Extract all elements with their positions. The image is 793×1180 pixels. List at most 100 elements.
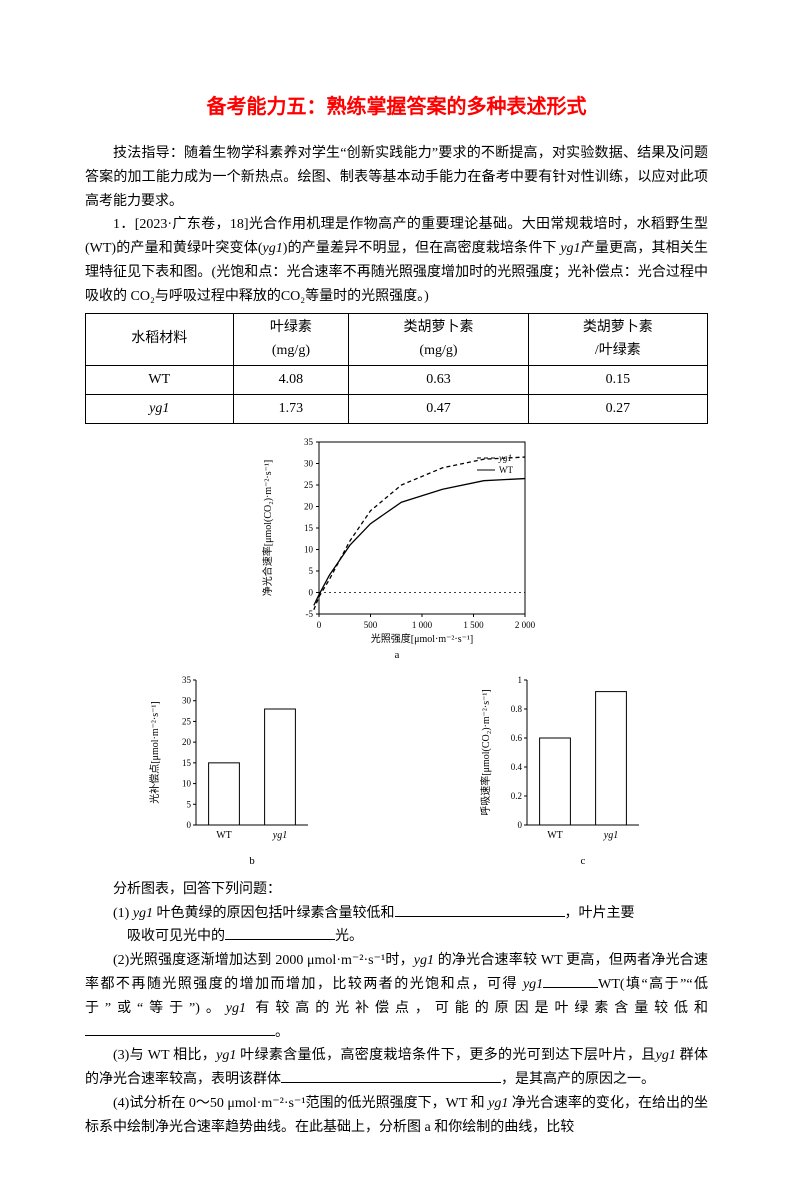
q1-text-b: )的产量差异不明显，但在高密度栽培条件下 xyxy=(283,241,557,256)
svg-text:30: 30 xyxy=(304,458,314,468)
yg1-italic-5: yg1 xyxy=(523,977,543,992)
svg-text:-5: -5 xyxy=(305,609,313,619)
svg-text:WT: WT xyxy=(547,830,563,841)
q1-2-d: 有较高的光补偿点，可能的原因是叶绿素含量较低和 xyxy=(246,1001,708,1016)
svg-text:10: 10 xyxy=(182,778,192,788)
svg-text:0.8: 0.8 xyxy=(511,704,523,714)
col-chlorophyll: 叶绿素 (mg/g) xyxy=(233,313,349,366)
svg-text:WT: WT xyxy=(216,830,232,841)
blank-input[interactable] xyxy=(85,1021,275,1036)
svg-text:500: 500 xyxy=(363,620,377,630)
svg-text:25: 25 xyxy=(304,480,314,490)
cell-yg1-chl: 1.73 xyxy=(233,394,349,423)
figure-bc-row: 05101520253035WTyg1光补偿点[μmol·m⁻²·s⁻¹]b 0… xyxy=(85,670,708,870)
analysis-lead: 分析图表，回答下列问题： xyxy=(85,878,708,902)
svg-text:15: 15 xyxy=(182,758,192,768)
col2-a: 类胡萝卜素 xyxy=(403,320,473,335)
figure-a-wrap: -50510152025303505001 0001 5002 000yg1WT… xyxy=(85,432,708,662)
svg-text:1 000: 1 000 xyxy=(411,620,432,630)
col-carotenoid: 类胡萝卜素 (mg/g) xyxy=(349,313,528,366)
q1-4-a: (4)试分析在 0～50 μmol·m⁻²·s⁻¹范围的低光照强度下，WT 和 xyxy=(113,1096,488,1111)
q1-2-e: 。 xyxy=(275,1025,289,1040)
intro-paragraph: 技法指导：随着生物学科素养对学生“创新实践能力”要求的不断提高，对实验数据、结果… xyxy=(85,142,708,213)
col1-a: 叶绿素 xyxy=(270,320,312,335)
col3-a: 类胡萝卜素 xyxy=(583,320,653,335)
svg-text:yg1: yg1 xyxy=(603,830,618,841)
q1-1-e: 光。 xyxy=(335,929,363,944)
q1-2-a: (2)光照强度逐渐增加达到 2000 μmol·m⁻²·s⁻¹时， xyxy=(113,953,414,968)
svg-text:2 000: 2 000 xyxy=(514,620,535,630)
yg1-italic-7: yg1 xyxy=(216,1048,236,1063)
table-header-row: 水稻材料 叶绿素 (mg/g) 类胡萝卜素 (mg/g) 类胡萝卜素 /叶绿素 xyxy=(86,313,708,366)
data-table: 水稻材料 叶绿素 (mg/g) 类胡萝卜素 (mg/g) 类胡萝卜素 /叶绿素 … xyxy=(85,313,708,424)
cell-yg1-ratio: 0.27 xyxy=(528,394,707,423)
q1-2: (2)光照强度逐渐增加达到 2000 μmol·m⁻²·s⁻¹时，yg1 的净光… xyxy=(85,949,708,1044)
yg1-italic-8: yg1 xyxy=(656,1048,676,1063)
yg1-italic-6: yg1 xyxy=(226,1001,246,1016)
q1-1-line2: 吸收可见光中的 光。 xyxy=(85,925,708,949)
q1-1: (1) yg1 叶色黄绿的原因包括叶绿素含量较低和 ，叶片主要 xyxy=(85,902,708,926)
q1-1-a: (1) xyxy=(113,906,133,921)
svg-text:0: 0 xyxy=(308,587,313,597)
yg1-italic-2: yg1 xyxy=(560,241,580,256)
svg-text:1: 1 xyxy=(518,675,523,685)
yg1-italic-9: yg1 xyxy=(488,1096,508,1111)
svg-text:yg1: yg1 xyxy=(498,453,512,463)
q1-3-d: ，是其高产的原因之一。 xyxy=(501,1072,655,1087)
svg-text:0.6: 0.6 xyxy=(511,733,523,743)
q1-3: (3)与 WT 相比，yg1 叶绿素含量低，高密度栽培条件下，更多的光可到达下层… xyxy=(85,1044,708,1092)
q1-3-b: 叶绿素含量低，高密度栽培条件下，更多的光可到达下层叶片，且 xyxy=(236,1048,655,1063)
blank-input[interactable] xyxy=(395,902,565,917)
svg-text:1 500: 1 500 xyxy=(463,620,484,630)
col-material: 水稻材料 xyxy=(86,313,234,366)
cell-wt-car: 0.63 xyxy=(349,366,528,395)
svg-text:35: 35 xyxy=(304,437,314,447)
q1-1-d: 吸收可见光中的 xyxy=(127,929,225,944)
svg-text:b: b xyxy=(249,855,255,867)
svg-text:呼吸速率[μmol(CO₂)·m⁻²·s⁻¹]: 呼吸速率[μmol(CO₂)·m⁻²·s⁻¹] xyxy=(479,689,492,816)
svg-text:10: 10 xyxy=(304,544,314,554)
svg-text:净光合速率[μmol(CO₂)·m⁻²·s⁻¹]: 净光合速率[μmol(CO₂)·m⁻²·s⁻¹] xyxy=(261,460,274,597)
q1-3-a: (3)与 WT 相比， xyxy=(113,1048,216,1063)
col3-b: /叶绿素 xyxy=(595,343,641,358)
table-row: WT 4.08 0.63 0.15 xyxy=(86,366,708,395)
svg-text:a: a xyxy=(394,649,399,661)
svg-text:5: 5 xyxy=(186,799,191,809)
question-stem: 1．[2023·广东卷，18]光合作用机理是作物高产的重要理论基础。大田常规栽培… xyxy=(85,213,708,308)
col2-b: (mg/g) xyxy=(419,343,457,358)
q1-1-b: 叶色黄绿的原因包括叶绿素含量较低和 xyxy=(153,906,395,921)
cell-wt-chl: 4.08 xyxy=(233,366,349,395)
cell-wt-ratio: 0.15 xyxy=(528,366,707,395)
svg-text:0: 0 xyxy=(518,820,523,830)
svg-text:WT: WT xyxy=(499,465,513,475)
q1-4: (4)试分析在 0～50 μmol·m⁻²·s⁻¹范围的低光照强度下，WT 和 … xyxy=(85,1092,708,1140)
cell-wt-name: WT xyxy=(86,366,234,395)
yg1-italic-1: yg1 xyxy=(263,241,283,256)
svg-text:5: 5 xyxy=(308,566,313,576)
q1-1-c: ，叶片主要 xyxy=(565,906,635,921)
yg1-italic-4: yg1 xyxy=(414,953,434,968)
svg-text:0: 0 xyxy=(186,820,191,830)
svg-text:15: 15 xyxy=(304,523,314,533)
table-row: yg1 1.73 0.47 0.27 xyxy=(86,394,708,423)
yg1-italic-3: yg1 xyxy=(133,906,153,921)
chart-a: -50510152025303505001 0001 5002 000yg1WT… xyxy=(257,432,537,662)
svg-text:25: 25 xyxy=(182,716,192,726)
blank-input[interactable] xyxy=(281,1068,501,1083)
cell-yg1-name: yg1 xyxy=(86,394,234,423)
svg-text:0: 0 xyxy=(316,620,321,630)
cell-yg1-car: 0.47 xyxy=(349,394,528,423)
col1-b: (mg/g) xyxy=(272,343,310,358)
chart-c: 0 0.2 0.4 0.6 0.8 1 WT yg1 呼吸速率[μmol(CO₂)·m⁻²·s⁻… xyxy=(477,670,647,870)
svg-text:20: 20 xyxy=(182,737,192,747)
blank-input[interactable] xyxy=(225,925,335,940)
svg-text:c: c xyxy=(581,855,586,867)
blank-input[interactable] xyxy=(543,973,598,988)
svg-text:35: 35 xyxy=(182,675,192,685)
page-title: 备考能力五：熟练掌握答案的多种表述形式 xyxy=(85,90,708,124)
svg-text:0.4: 0.4 xyxy=(511,762,523,772)
svg-text:光补偿点[μmol·m⁻²·s⁻¹]: 光补偿点[μmol·m⁻²·s⁻¹] xyxy=(148,701,161,803)
chart-b: 05101520253035WTyg1光补偿点[μmol·m⁻²·s⁻¹]b xyxy=(146,670,316,870)
svg-text:0.2: 0.2 xyxy=(511,791,522,801)
svg-text:yg1: yg1 xyxy=(272,830,287,841)
